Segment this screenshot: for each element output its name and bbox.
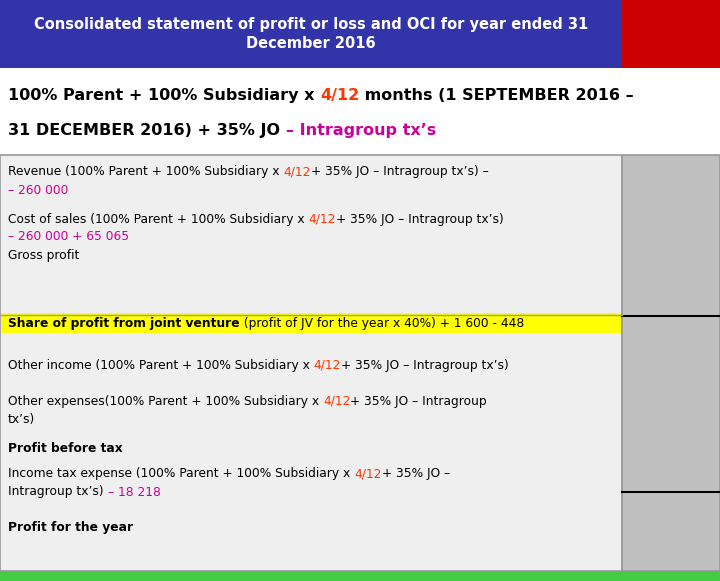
Text: 31 DECEMBER 2016) + 35% JO: 31 DECEMBER 2016) + 35% JO [8,123,286,138]
Text: Income tax expense (100% Parent + 100% Subsidiary x: Income tax expense (100% Parent + 100% S… [8,468,354,480]
Text: 4/12: 4/12 [284,166,311,178]
Text: Intragroup tx’s): Intragroup tx’s) [8,486,107,498]
Bar [0,68,720,155]
Text: 4/12: 4/12 [308,213,336,225]
Text: Share of profit from joint venture: Share of profit from joint venture [8,317,240,331]
Bar [1,313,621,333]
Text: – 260 000 + 65 065: – 260 000 + 65 065 [8,231,129,243]
Text: + 35% JO – Intragroup: + 35% JO – Intragroup [351,394,487,407]
Text: Gross profit: Gross profit [8,249,79,261]
Text: 4/12: 4/12 [354,468,382,480]
Text: Other income (100% Parent + 100% Subsidiary x: Other income (100% Parent + 100% Subsidi… [8,358,314,371]
Text: Cost of sales (100% Parent + 100% Subsidiary x: Cost of sales (100% Parent + 100% Subsid… [8,213,308,225]
Text: – 260 000: – 260 000 [8,184,68,196]
Text: (profit of JV for the year x 40%) + 1 600 - 448: (profit of JV for the year x 40%) + 1 60… [240,317,524,331]
Text: months (1 SEPTEMBER 2016 –: months (1 SEPTEMBER 2016 – [359,88,634,103]
Text: 4/12: 4/12 [320,88,359,103]
Text: Profit before tax: Profit before tax [8,443,122,456]
Bar [0,571,720,581]
Text: + 35% JO –: + 35% JO – [382,468,450,480]
Text: 4/12: 4/12 [314,358,341,371]
Text: – 18 218: – 18 218 [107,486,161,498]
Text: Revenue (100% Parent + 100% Subsidiary x: Revenue (100% Parent + 100% Subsidiary x [8,166,284,178]
Text: tx’s): tx’s) [8,413,35,425]
Text: 4/12: 4/12 [323,394,351,407]
Text: + 35% JO – Intragroup tx’s) –: + 35% JO – Intragroup tx’s) – [311,166,488,178]
Text: + 35% JO – Intragroup tx’s): + 35% JO – Intragroup tx’s) [341,358,509,371]
Text: 100% Parent + 100% Subsidiary x: 100% Parent + 100% Subsidiary x [8,88,320,103]
Bar [0,155,622,571]
Text: – Intragroup tx’s: – Intragroup tx’s [286,123,436,138]
Text: Consolidated statement of profit or loss and OCI for year ended 31
December 2016: Consolidated statement of profit or loss… [34,17,588,51]
Text: + 35% JO – Intragroup tx’s): + 35% JO – Intragroup tx’s) [336,213,503,225]
Bar [0,0,622,68]
Text: Profit for the year: Profit for the year [8,521,133,533]
Text: Other expenses(100% Parent + 100% Subsidiary x: Other expenses(100% Parent + 100% Subsid… [8,394,323,407]
Bar [622,155,720,571]
Bar [622,0,720,68]
